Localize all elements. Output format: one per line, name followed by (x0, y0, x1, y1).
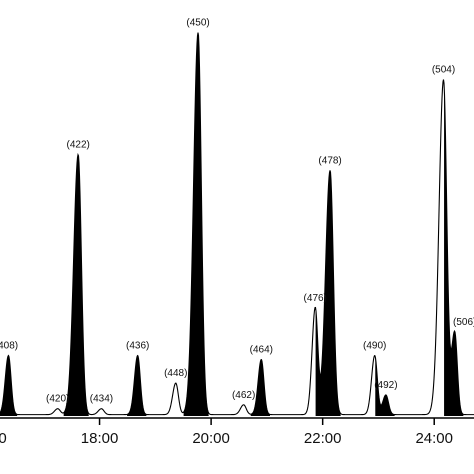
x-tick-label: 22:00 (304, 430, 342, 447)
peak-fill-478 (315, 170, 341, 416)
peak-fill-408 (0, 355, 18, 416)
peak-label: (462) (232, 390, 255, 401)
x-tick-label: 16:00 (0, 430, 7, 447)
peak-fill-450 (183, 32, 209, 416)
peak-label: (478) (318, 155, 341, 166)
peak-label: (434) (90, 394, 113, 405)
peak-fills (0, 32, 464, 416)
peak-label: (450) (186, 17, 209, 28)
peak-label: (420) (46, 394, 69, 405)
chromatogram-trace (0, 32, 474, 416)
x-tick-label: 24:00 (415, 430, 453, 447)
peak-label: (476) (304, 293, 327, 304)
peak-label: (506) (453, 317, 474, 328)
peak-label: (490) (363, 341, 386, 352)
peak-fill-464 (250, 359, 271, 416)
x-axis-ticks (98, 418, 435, 425)
peak-label: (436) (126, 341, 149, 352)
peak-fill-492 (375, 356, 395, 416)
peak-label: (448) (164, 368, 187, 379)
x-tick-label: 20:00 (192, 430, 230, 447)
peak-label: (408) (0, 341, 18, 352)
peak-label: (504) (432, 65, 455, 76)
peak-fill-436 (127, 355, 147, 416)
peak-fill-506 (444, 84, 464, 416)
x-tick-label: 18:00 (81, 430, 119, 447)
peak-label: (422) (66, 140, 89, 151)
peak-labels: (408) (420) (422) (434) (436) (448) (450) (462)… (0, 17, 474, 404)
peak-label: (464) (250, 344, 273, 355)
peak-label: (492) (374, 380, 397, 391)
peak-fill-422 (63, 154, 89, 416)
x-axis-tick-labels: 16:00 18:00 20:00 22:00 24:00 (0, 430, 453, 447)
